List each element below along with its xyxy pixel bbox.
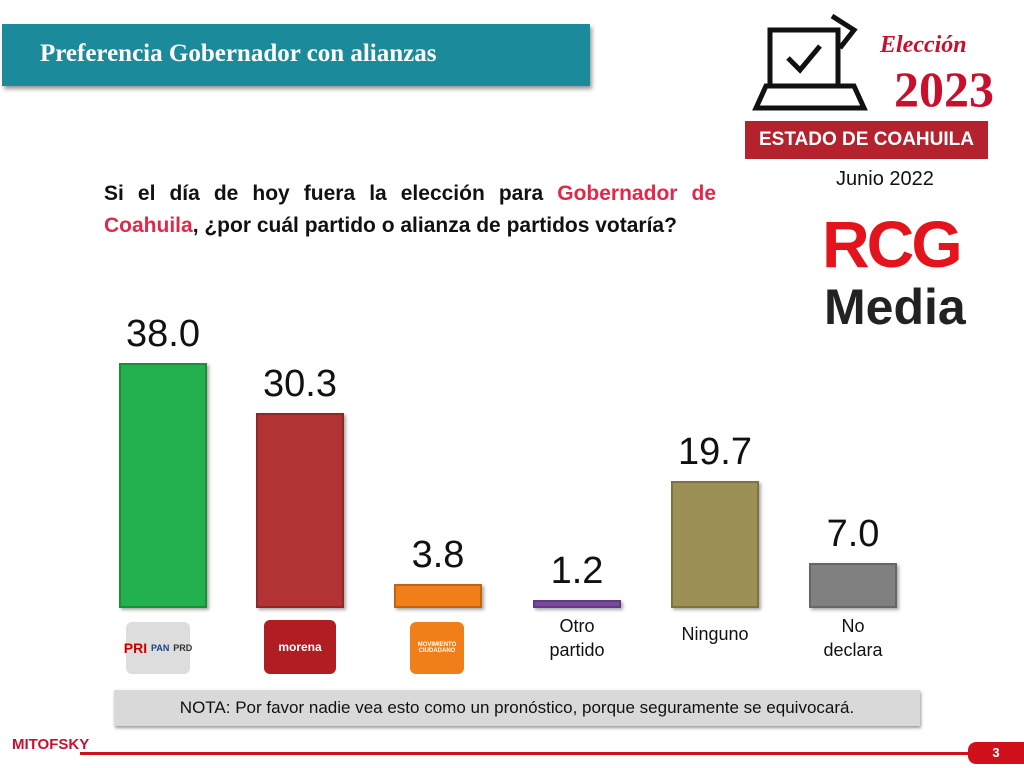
election-year: 2023 — [894, 61, 994, 117]
page-number: 3 — [968, 742, 1024, 764]
data-label: 30.3 — [263, 362, 337, 405]
pri-pan-prd-logo: PRI PAN PRD — [124, 622, 192, 674]
state-banner: ESTADO DE COAHUILA — [745, 121, 988, 159]
mitofsky-logo: MITOFSKY — [12, 736, 90, 753]
data-label: 3.8 — [411, 533, 465, 576]
ballot-box-icon — [752, 8, 872, 112]
category-label: Ninguno — [681, 624, 749, 644]
category-label: Otro partido — [549, 616, 605, 660]
page-title: Preferencia Gobernador con alianzas — [40, 40, 437, 67]
bar-1 — [256, 412, 344, 608]
disclaimer-note: NOTA: Por favor nadie vea esto como un p… — [114, 690, 920, 726]
data-label: 19.7 — [678, 430, 752, 473]
media-logo: Media — [824, 279, 966, 335]
eleccion-label: Elección — [880, 32, 967, 58]
bar-4 — [671, 480, 759, 608]
question-text: Si el día de hoy fuera la elección para — [104, 182, 558, 205]
bar-0 — [119, 363, 207, 608]
morena-pt-pvem-udc-logo: morena — [264, 620, 336, 674]
survey-date: Junio 2022 — [836, 168, 934, 190]
category-label: No declara — [823, 616, 883, 660]
footer-divider — [80, 752, 970, 755]
bar-3 — [533, 600, 621, 608]
question-text-end: , ¿por cuál partido o alianza de partido… — [192, 214, 677, 237]
data-label: 7.0 — [826, 512, 880, 555]
bar-2 — [394, 583, 482, 608]
data-label: 38.0 — [126, 313, 200, 355]
survey-question: Si el día de hoy fuera la elección para … — [104, 178, 716, 242]
bar-5 — [809, 562, 897, 608]
data-label: 1.2 — [550, 550, 604, 593]
title-banner: Preferencia Gobernador con alianzas — [2, 24, 590, 86]
movimiento-ciudadano-logo: MOVIMIENTO CIUDADANO — [410, 622, 464, 674]
question-highlight: Gobernador de Coahuila — [104, 182, 716, 237]
rcg-logo: RCG — [822, 207, 963, 281]
